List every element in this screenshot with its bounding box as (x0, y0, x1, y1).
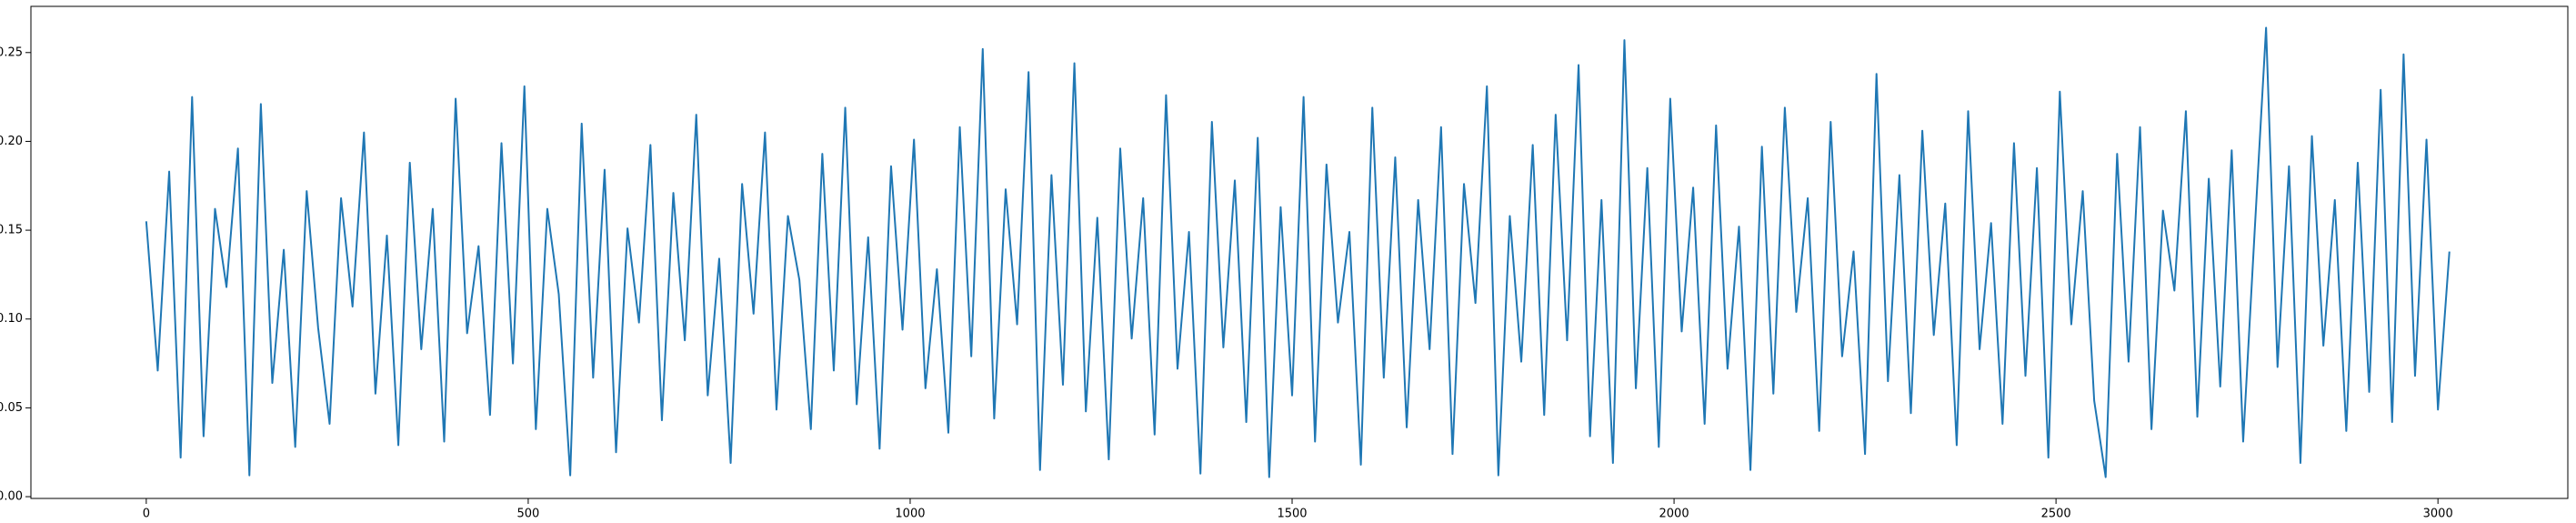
x-tick-label: 0 (143, 508, 150, 521)
y-tick-label: 0.15 (0, 224, 23, 237)
y-tick-label: 0.05 (0, 401, 23, 415)
x-tick-label: 2500 (2041, 508, 2071, 521)
x-tick-label: 500 (516, 508, 539, 521)
data-line (145, 26, 2451, 478)
plot-frame (30, 5, 2569, 499)
y-tick-label: 0.00 (0, 490, 23, 504)
x-tick-label: 1500 (1277, 508, 1307, 521)
x-tick-label: 1000 (895, 508, 925, 521)
y-tick-label: 0.20 (0, 135, 23, 148)
x-tick-label: 2000 (1659, 508, 1689, 521)
x-tick-label: 3000 (2423, 508, 2453, 521)
y-tick-label: 0.10 (0, 312, 23, 326)
y-tick-label: 0.25 (0, 45, 23, 59)
